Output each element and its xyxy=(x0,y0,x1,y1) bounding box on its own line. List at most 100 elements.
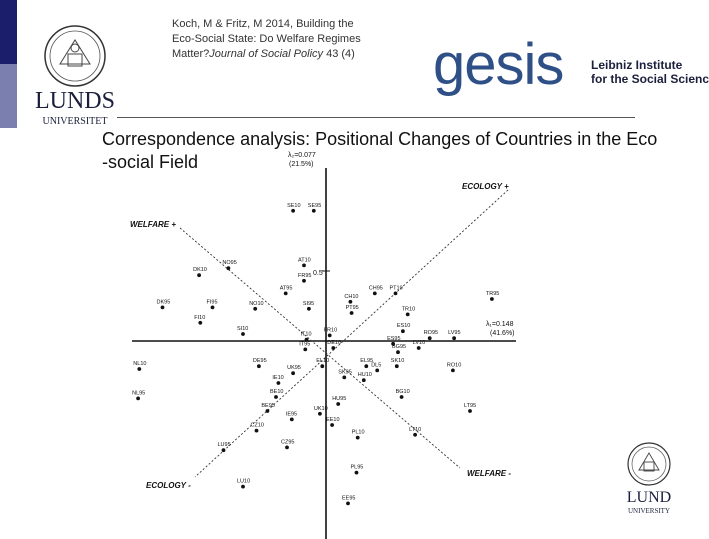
data-point-pl95: PL95 xyxy=(351,465,363,475)
point-label: CZ95 xyxy=(281,439,294,445)
point-marker xyxy=(254,428,259,433)
citation-line3: Matter?Journal of Social Policy 43 (4) xyxy=(172,47,412,62)
point-marker xyxy=(265,409,270,413)
citation-line2: Eco-Social State: Do Welfare Regimes xyxy=(172,33,361,45)
points-layer: SE10 SE95 DK10 NO95 AT10 FR95 AT95 CH95 PT10 CH10… xyxy=(132,203,499,506)
point-marker xyxy=(346,501,350,506)
point-label: PT10 xyxy=(390,285,403,291)
data-point-el10: EL10 xyxy=(316,358,329,369)
point-label: SI10 xyxy=(237,326,248,332)
point-marker xyxy=(198,320,203,325)
point-label: UK10 xyxy=(314,406,328,412)
gesis-logo: gesis Leibniz Institute for the Social S… xyxy=(433,36,709,94)
point-marker xyxy=(302,263,306,268)
ecology-axis xyxy=(194,189,509,478)
point-marker xyxy=(210,305,215,310)
data-point-lt10: LT10 xyxy=(409,427,421,437)
point-marker xyxy=(348,299,353,304)
data-point-de95: DE95 xyxy=(253,358,267,369)
data-point-fr95: FR95 xyxy=(298,273,311,283)
data-point-ee10: EE10 xyxy=(326,417,340,427)
point-marker xyxy=(452,336,456,341)
data-point-lv95: LV95 xyxy=(448,330,461,341)
gesis-subtitle-line1: Leibniz Institute xyxy=(591,58,683,72)
lambda2-pct-label: (21.5%) xyxy=(289,161,314,168)
data-point-ie10: IE10 xyxy=(272,375,284,385)
slide-title-line2: -social Field xyxy=(102,152,199,172)
point-label: DE95 xyxy=(253,358,267,364)
point-marker xyxy=(160,305,165,310)
data-point-uk10: UK10 xyxy=(314,406,328,416)
gesis-subtitle: Leibniz Institute for the Social Science… xyxy=(591,58,709,86)
point-label: HU10 xyxy=(358,372,372,378)
point-label: TR95 xyxy=(486,291,499,297)
point-marker xyxy=(241,484,245,489)
data-point-se95: SE95 xyxy=(308,203,321,213)
data-point-se10: SE10 xyxy=(287,203,301,213)
citation: Koch, M & Fritz, M 2014, Building the Ec… xyxy=(172,17,412,62)
point-label: DE10 xyxy=(327,340,341,346)
point-marker xyxy=(241,332,245,336)
data-point-sk10: SK10 xyxy=(391,358,404,369)
left-accent-bar-light xyxy=(0,64,17,128)
point-marker xyxy=(364,364,369,369)
point-marker xyxy=(330,423,334,427)
point-marker xyxy=(226,266,231,271)
point-label: BE10 xyxy=(270,389,283,395)
citation-line3-prefix: Matter? xyxy=(172,48,210,60)
lund-bottom-name: LUND xyxy=(627,489,671,506)
data-point-be10: BE10 xyxy=(270,389,283,399)
point-label: UK95 xyxy=(287,365,301,371)
point-marker xyxy=(311,208,316,213)
gesis-subtitle-line2: for the Social Sciences xyxy=(591,72,709,86)
point-marker xyxy=(318,411,322,416)
point-label: IE95 xyxy=(286,411,297,417)
data-point-be95: BE95 xyxy=(261,403,275,413)
point-label: LT95 xyxy=(464,403,476,409)
point-marker xyxy=(331,346,336,350)
point-label: CH95 xyxy=(369,285,383,291)
point-label: NO10 xyxy=(249,301,263,307)
data-point-ee95: EE95 xyxy=(342,495,355,506)
point-label: PT95 xyxy=(346,305,359,311)
plot-axes xyxy=(132,168,516,539)
lambda2-label: λ₂=0.077 xyxy=(288,152,316,159)
point-marker xyxy=(401,329,405,334)
lambda1-label: λ₁=0.148 xyxy=(486,321,514,328)
point-label: TR10 xyxy=(402,306,415,312)
data-point-dk10: DK10 xyxy=(193,267,207,278)
lund-top-sub: UNIVERSITET xyxy=(43,116,108,127)
data-point-ch10: CH10 xyxy=(344,294,358,304)
point-label: BG95 xyxy=(392,344,406,350)
data-point-no95: NO95 xyxy=(222,260,237,271)
point-label: DK95 xyxy=(157,299,171,305)
point-marker xyxy=(276,381,281,385)
point-label: SE95 xyxy=(308,203,321,209)
data-point-hu95: HU95 xyxy=(332,396,346,406)
data-point-tr10: TR10 xyxy=(402,306,415,317)
point-marker xyxy=(274,395,278,399)
point-marker xyxy=(283,291,288,296)
point-label: SI95 xyxy=(303,301,314,307)
data-point-si10: SI10 xyxy=(237,326,248,336)
lambda1-pct-label: (41.6%) xyxy=(490,330,515,337)
data-point-ch95: CH95 xyxy=(369,285,383,296)
point-marker xyxy=(393,291,398,296)
point-marker xyxy=(349,311,354,315)
point-marker xyxy=(291,371,295,376)
data-point-at95: AT95 xyxy=(280,285,292,296)
data-point-ro10: RO10 xyxy=(447,362,461,373)
point-marker xyxy=(413,432,417,437)
point-marker xyxy=(221,448,226,453)
point-label: FI10 xyxy=(194,315,205,321)
data-point-si95: SI95 xyxy=(303,301,314,311)
point-marker xyxy=(303,347,308,352)
slide-title-line1: Correspondence analysis: Positional Chan… xyxy=(102,129,658,149)
data-point-lt95: LT95 xyxy=(464,403,476,413)
point-marker xyxy=(257,364,261,369)
point-marker xyxy=(342,375,347,380)
point-label: IT10 xyxy=(301,332,312,338)
point-label: PL10 xyxy=(352,430,365,436)
lund-top-name: LUNDS xyxy=(35,88,115,114)
